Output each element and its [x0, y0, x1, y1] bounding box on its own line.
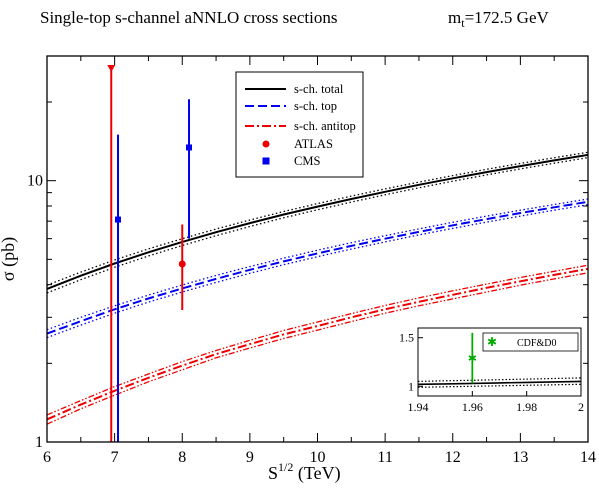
inset-plot: ✱ 1.94 1.96 1.98 2 1 1.5 ✱ CDF&D0 — [399, 327, 584, 414]
x-axis-label: S1/2 (TeV) — [268, 460, 341, 484]
x-tick-label-0: 6 — [43, 449, 51, 466]
x-tick-label-7: 13 — [512, 449, 528, 466]
inset-x-tick-label-0: 1.94 — [408, 400, 429, 414]
inset-x-tick-label-2: 1.98 — [516, 400, 537, 414]
data-point-3 — [186, 144, 193, 151]
data-point-0 — [178, 260, 186, 268]
legend: s-ch. total s-ch. top s-ch. antitop ATLA… — [235, 71, 364, 178]
y-tick-label-0: 1 — [35, 434, 43, 451]
inset-y-tick-label-1: 1.5 — [399, 331, 414, 345]
inset-legend-marker: ✱ — [487, 335, 497, 349]
x-tick-label-1: 7 — [111, 449, 119, 466]
legend-label-cms: CMS — [294, 154, 320, 168]
x-tick-label-2: 8 — [178, 449, 186, 466]
inset-x-tick-label-1: 1.96 — [462, 400, 483, 414]
band-lower-2 — [47, 272, 588, 425]
main-plot-area: 6 7 8 9 10 11 12 13 14 110 — [27, 55, 596, 466]
x-tick-label-5: 11 — [377, 449, 392, 466]
y-axis-label: σ (pb) — [0, 237, 19, 281]
x-tick-label-3: 9 — [246, 449, 254, 466]
band-lower-0 — [47, 156, 588, 294]
x-tick-label-6: 12 — [445, 449, 461, 466]
inset-legend-box — [482, 332, 579, 352]
series-line-2 — [47, 267, 588, 421]
legend-label-atlas: ATLAS — [294, 137, 333, 151]
band-upper-2 — [47, 264, 588, 416]
inset-frame — [417, 327, 582, 397]
inset-x-tick-label-3: 2 — [578, 400, 584, 414]
series-line-0 — [47, 153, 588, 290]
legend-label-total: s-ch. total — [294, 82, 344, 96]
data-point-1 — [107, 64, 116, 72]
chart-title: Single-top s-channel aNNLO cross section… — [40, 8, 337, 27]
legend-marker-cms — [262, 157, 270, 165]
band-lower-1 — [47, 204, 588, 339]
legend-label-top: s-ch. top — [294, 99, 337, 113]
band-upper-1 — [47, 198, 588, 331]
series-line-1 — [47, 200, 588, 335]
inset-series-line-0 — [418, 380, 581, 386]
inset-data-point-0: ✱ — [468, 353, 477, 365]
legend-marker-atlas — [262, 140, 270, 148]
inset-legend-label: CDF&D0 — [517, 338, 556, 349]
x-tick-label-8: 14 — [580, 449, 596, 466]
legend-label-antitop: s-ch. antitop — [294, 119, 356, 133]
inset-band-upper-0 — [418, 377, 581, 382]
inset-y-tick-label-0: 1 — [408, 379, 414, 393]
top-mass-label: mt=172.5 GeV — [448, 8, 549, 30]
y-tick-label-1: 10 — [27, 173, 43, 190]
data-point-2 — [115, 216, 122, 223]
x-tick-label-4: 10 — [310, 449, 326, 466]
inset-band-lower-0 — [418, 383, 581, 388]
